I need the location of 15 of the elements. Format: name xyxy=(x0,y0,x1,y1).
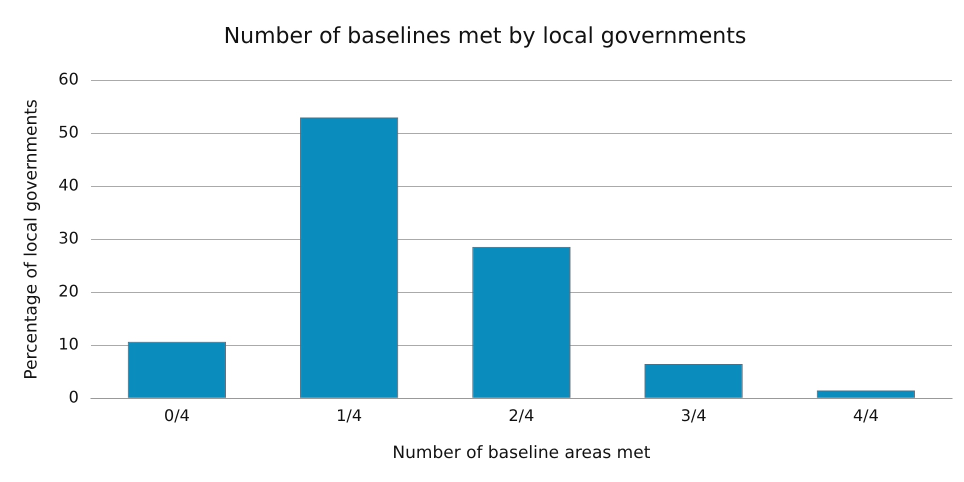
x-tick-label: 0/4 xyxy=(164,406,190,426)
y-tick-label: 20 xyxy=(58,282,79,301)
x-axis-title: Number of baseline areas met xyxy=(392,443,651,464)
x-tick-label: 4/4 xyxy=(853,406,879,426)
x-tick-label: 3/4 xyxy=(680,406,707,426)
y-tick-label: 30 xyxy=(58,228,79,248)
y-tick-label: 40 xyxy=(58,176,79,195)
y-tick-label: 10 xyxy=(58,334,79,354)
y-tick-label: 0 xyxy=(68,388,79,407)
y-tick-label: 60 xyxy=(58,70,79,89)
x-tick-label: 2/4 xyxy=(508,406,534,426)
chart-title: Number of baselines met by local governments xyxy=(224,24,746,49)
y-tick-label: 50 xyxy=(58,122,79,142)
y-axis-title: Percentage of local governments xyxy=(22,99,42,380)
x-tick-label: 1/4 xyxy=(336,406,362,426)
